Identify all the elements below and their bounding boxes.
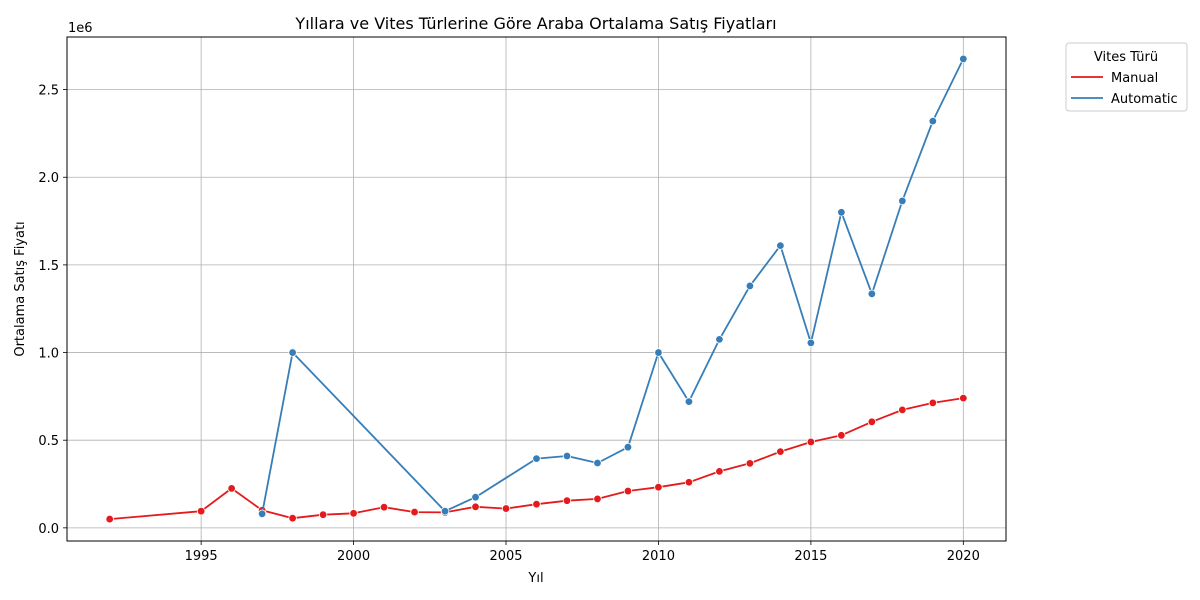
data-point-manual (684, 478, 694, 487)
data-point-automatic (288, 348, 297, 357)
data-point-manual (654, 482, 663, 492)
data-point-automatic (562, 451, 572, 461)
x-tick-label: 2010 (642, 549, 675, 564)
data-point-automatic (776, 241, 785, 250)
y-tick-label: 0.5 (38, 434, 59, 449)
legend: Vites Türü Manual Automatic (1065, 42, 1188, 112)
data-point-manual (501, 504, 511, 513)
y-tick-label: 1.0 (38, 347, 59, 362)
data-point-manual (776, 447, 785, 456)
x-tick-label: 1995 (185, 549, 218, 564)
data-point-automatic (867, 289, 877, 299)
data-point-automatic (471, 492, 480, 502)
grid-lines (67, 37, 1006, 541)
legend-box (1065, 42, 1188, 112)
data-point-manual (806, 437, 816, 447)
data-point-automatic (654, 348, 663, 357)
data-point-automatic (928, 116, 938, 126)
data-point-automatic (684, 397, 694, 406)
data-point-manual (349, 509, 358, 518)
data-point-automatic (593, 458, 602, 468)
data-point-automatic (959, 54, 968, 64)
x-tick-label: 2000 (337, 549, 370, 564)
data-point-manual (745, 459, 755, 468)
data-point-manual (105, 514, 114, 524)
x-axis-label: Yıl (527, 571, 543, 586)
y-axis-label: Ortalama Satış Fiyatı (13, 221, 28, 356)
data-point-automatic (623, 443, 633, 452)
y-offset-label: 1e6 (68, 21, 93, 36)
data-point-automatic (745, 281, 755, 291)
data-point-automatic (898, 196, 907, 206)
series-line-automatic (261, 58, 965, 514)
data-point-automatic (715, 335, 724, 344)
data-point-manual (959, 393, 968, 403)
x-tick-label: 2005 (489, 549, 522, 564)
data-point-manual (288, 514, 297, 523)
legend-label-manual: Manual (1111, 71, 1158, 86)
data-point-automatic (837, 208, 846, 217)
x-tick-label: 2020 (947, 549, 980, 564)
data-point-manual (867, 417, 877, 426)
data-point-manual (471, 502, 480, 512)
series-manual (105, 393, 968, 524)
data-point-manual (715, 467, 724, 476)
data-point-automatic (806, 338, 816, 348)
data-point-manual (898, 405, 907, 415)
data-point-manual (837, 431, 846, 440)
plot-area (66, 36, 1007, 542)
x-axis: 1995 2000 2005 2010 2015 2020 (185, 541, 980, 564)
data-point-manual (227, 484, 236, 493)
chart-title: Yıllara ve Vites Türlerine Göre Araba Or… (294, 14, 776, 33)
data-point-manual (593, 494, 602, 504)
data-point-automatic (532, 454, 541, 463)
data-point-manual (562, 496, 572, 505)
data-point-manual (196, 506, 206, 516)
y-axis: 0.0 0.5 1.0 1.5 2.0 2.5 (38, 84, 67, 537)
series-layer (105, 54, 968, 524)
legend-label-automatic: Automatic (1111, 92, 1178, 107)
y-tick-label: 0.0 (38, 522, 59, 537)
data-point-manual (379, 502, 389, 512)
y-tick-label: 1.5 (38, 259, 59, 274)
data-point-manual (623, 486, 633, 496)
legend-title: Vites Türü (1094, 50, 1158, 65)
data-point-manual (928, 398, 938, 408)
y-tick-label: 2.0 (38, 171, 59, 186)
y-tick-label: 2.5 (38, 84, 59, 99)
data-point-manual (532, 499, 541, 509)
x-tick-label: 2015 (794, 549, 827, 564)
series-automatic (257, 54, 968, 519)
data-point-automatic (257, 509, 267, 519)
data-point-manual (318, 510, 328, 519)
data-point-manual (410, 507, 419, 517)
data-point-automatic (440, 506, 450, 516)
